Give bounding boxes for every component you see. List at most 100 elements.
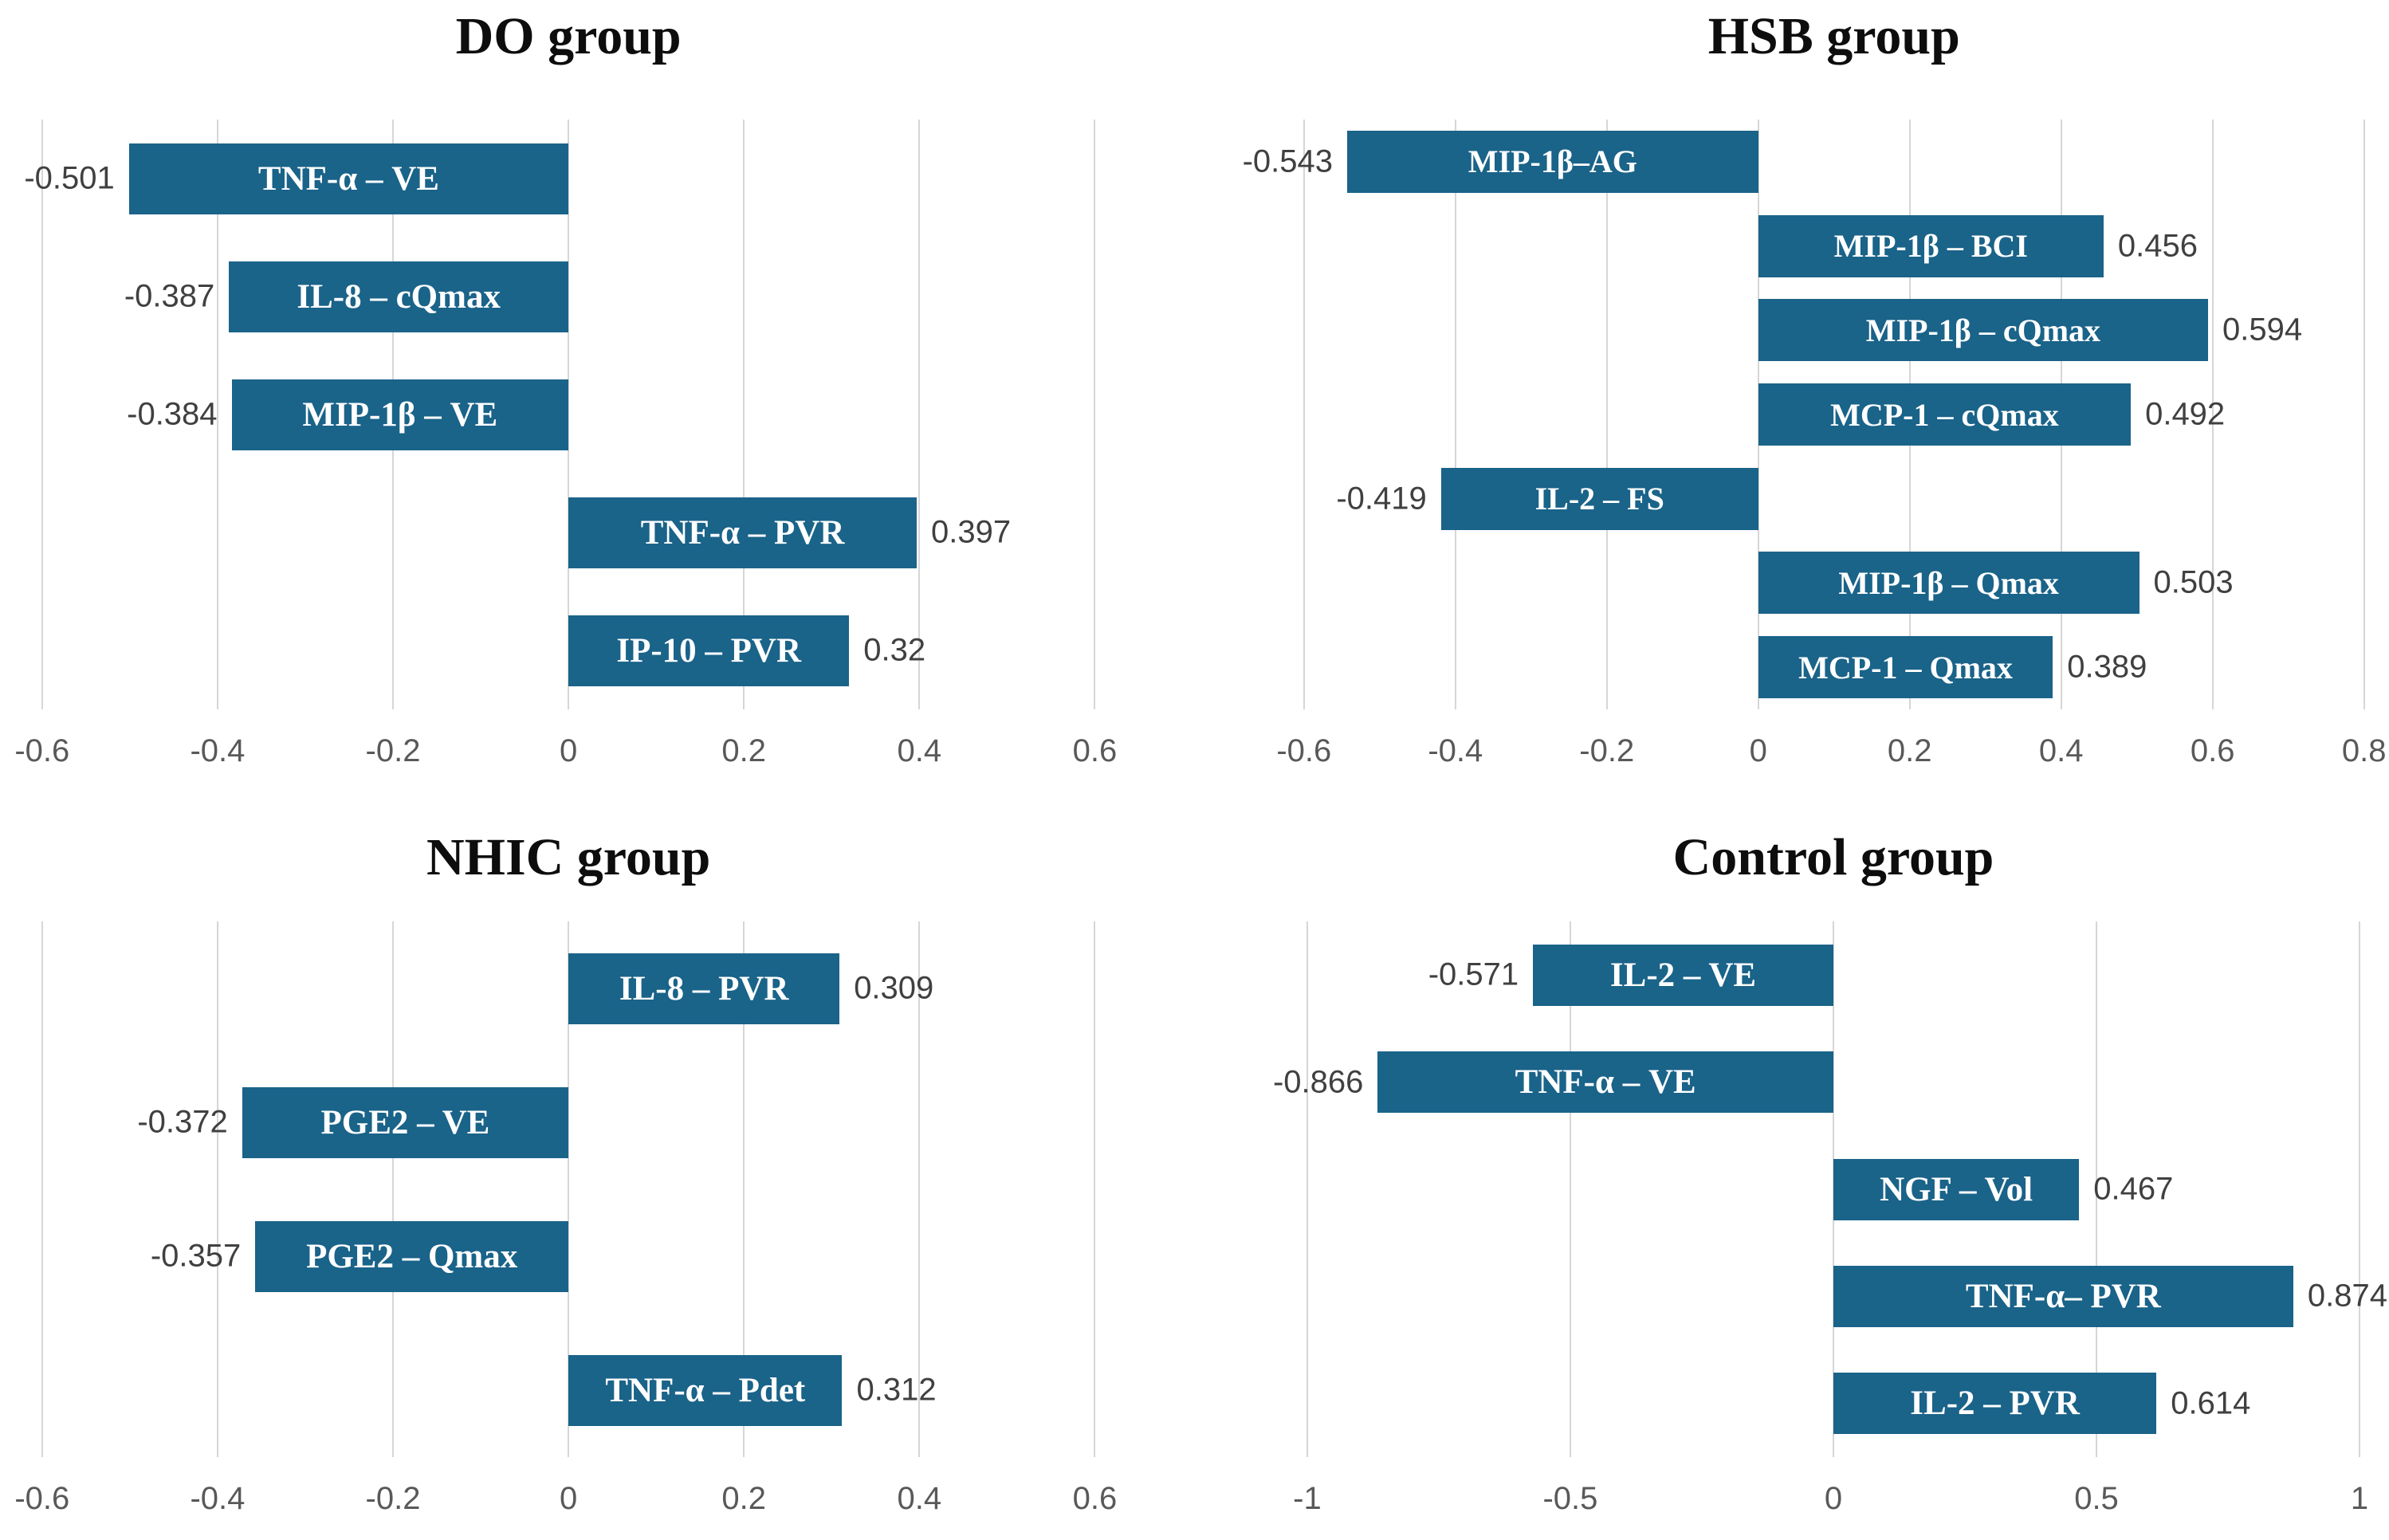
bar-label: IL-2 – FS — [1534, 481, 1664, 517]
plot-area: IL-2 – VE -0.571 TNF-α – VE -0.866 NGF – Vol… — [1196, 921, 2389, 1457]
bar-pge2-qmax: PGE2 – Qmax — [255, 1220, 569, 1292]
gridline — [2363, 120, 2365, 709]
x-tick-label: -1 — [1293, 1481, 1322, 1516]
bar-value-label: 0.309 — [854, 970, 934, 1006]
bar-label: IP-10 – PVR — [616, 631, 802, 670]
bar-label: MCP-1 – Qmax — [1798, 649, 2013, 686]
bar-mip-1-ag: MIP-1β–AG — [1346, 130, 1758, 193]
x-tick-label: 0.2 — [1887, 733, 1932, 768]
gridline — [743, 921, 745, 1457]
x-tick-label: 0.5 — [2074, 1481, 2119, 1516]
bar-value-label: 0.614 — [2171, 1385, 2251, 1421]
x-tick-label: -0.4 — [190, 733, 246, 768]
bar-label: TNF-α – VE — [257, 159, 439, 198]
bar-value-label: -0.384 — [127, 396, 218, 432]
bar-ip-10-pvr: IP-10 – PVR — [568, 615, 850, 686]
x-tick-label: -0.2 — [365, 733, 421, 768]
bar-il-2-pvr: IL-2 – PVR — [1833, 1373, 2157, 1435]
bar-tnf-pvr: TNF-α – PVR — [568, 497, 917, 568]
bar-value-label: 0.594 — [2222, 312, 2303, 348]
x-tick-label: 0.2 — [721, 1481, 767, 1516]
gridline — [41, 120, 43, 709]
x-tick-label: 1 — [2350, 1481, 2369, 1516]
x-tick-label: 0.2 — [721, 733, 767, 768]
gridline — [918, 120, 921, 709]
bar-value-label: -0.387 — [124, 278, 215, 314]
bar-value-label: 0.467 — [2093, 1171, 2174, 1207]
bar-label: IL-2 – VE — [1609, 956, 1757, 994]
gridline — [743, 120, 745, 709]
gridline — [568, 921, 570, 1457]
gridline — [1094, 921, 1096, 1457]
x-tick-label: -0.6 — [14, 1481, 70, 1516]
x-tick-label: 0 — [560, 1481, 578, 1516]
bar-ngf-vol: NGF – Vol — [1833, 1158, 2080, 1220]
bar-value-label: -0.543 — [1242, 143, 1333, 179]
panel-control-group: Control group IL-2 – VE -0.571 TNF-α – VE -0… — [1196, 770, 2389, 1540]
x-tick-label: -0.6 — [1276, 733, 1332, 768]
bar-value-label: 0.874 — [2307, 1278, 2387, 1314]
panel-title: DO group — [455, 7, 682, 65]
plot-area: IL-8 – PVR 0.309 PGE2 – VE -0.372 PGE2 – Qma… — [0, 921, 1196, 1457]
bar-label: IL-8 – PVR — [619, 969, 789, 1008]
x-tick-label: -0.4 — [1428, 733, 1483, 768]
bar-pge2-ve: PGE2 – VE — [242, 1086, 569, 1158]
bar-value-label: 0.456 — [2117, 228, 2198, 264]
panel-title: NHIC group — [426, 828, 711, 886]
panel-hsb-group: HSB group MIP-1β–AG -0.543 MIP-1β – BCI 0.45… — [1196, 0, 2389, 770]
x-tick-label: -0.4 — [190, 1481, 246, 1516]
x-tick-label: 0 — [1749, 733, 1767, 768]
bar-mcp-1-cqmax: MCP-1 – cQmax — [1758, 383, 2132, 446]
bar-value-label: -0.419 — [1336, 481, 1427, 517]
bar-label: IL-2 – PVR — [1910, 1385, 2080, 1423]
bar-mip-1-qmax: MIP-1β – Qmax — [1758, 552, 2139, 615]
gridline — [918, 921, 921, 1457]
bar-value-label: 0.389 — [2067, 649, 2147, 685]
bar-value-label: 0.397 — [931, 514, 1012, 550]
bar-il-2-fs: IL-2 – FS — [1440, 467, 1758, 530]
x-tick-label: 0 — [560, 733, 578, 768]
plot-area: MIP-1β–AG -0.543 MIP-1β – BCI 0.456 MIP-1β –… — [1196, 120, 2389, 709]
bar-label: MIP-1β – Qmax — [1838, 564, 2059, 601]
gridline — [1569, 921, 1571, 1457]
bar-label: PGE2 – Qmax — [306, 1237, 518, 1275]
bar-label: MIP-1β – VE — [302, 395, 498, 434]
panel-do-group: DO group TNF-α – VE -0.501 IL-8 – cQmax -0.3… — [0, 0, 1196, 770]
bar-value-label: 0.32 — [863, 632, 926, 668]
bar-il-8-pvr: IL-8 – PVR — [568, 953, 840, 1024]
gridline — [1306, 921, 1308, 1457]
gridline — [2359, 921, 2361, 1457]
bar-tnf-ve: TNF-α – VE — [128, 143, 569, 214]
bar-value-label: 0.503 — [2153, 564, 2234, 600]
x-tick-label: 0 — [1824, 1481, 1843, 1516]
bar-label: TNF-α – Pdet — [605, 1371, 806, 1409]
bar-value-label: -0.571 — [1428, 957, 1519, 992]
plot-area: TNF-α – VE -0.501 IL-8 – cQmax -0.387 MIP-1β… — [0, 120, 1196, 709]
bar-mcp-1-qmax: MCP-1 – Qmax — [1758, 636, 2053, 699]
panel-title: Control group — [1672, 828, 1994, 886]
bar-value-label: -0.357 — [150, 1238, 242, 1274]
bar-label: TNF-α – PVR — [640, 513, 845, 552]
bar-value-label: 0.492 — [2145, 396, 2226, 432]
bar-label: MIP-1β – cQmax — [1865, 312, 2101, 348]
bar-label: TNF-α – VE — [1515, 1063, 1696, 1102]
x-tick-label: 0.6 — [1072, 733, 1118, 768]
bar-value-label: 0.312 — [856, 1372, 937, 1408]
x-tick-label: 0.6 — [1072, 1481, 1118, 1516]
bar-value-label: -0.372 — [137, 1104, 228, 1140]
bar-mip-1-cqmax: MIP-1β – cQmax — [1758, 299, 2208, 362]
bar-tnf-ve: TNF-α – VE — [1377, 1051, 1833, 1114]
gridline — [216, 921, 218, 1457]
panel-title: HSB group — [1707, 7, 1960, 65]
gridline — [2211, 120, 2214, 709]
gridline — [1454, 120, 1456, 709]
panel-nhic-group: NHIC group IL-8 – PVR 0.309 PGE2 – VE -0.372… — [0, 770, 1196, 1540]
x-tick-label: 0.4 — [897, 1481, 942, 1516]
gridline — [1303, 120, 1305, 709]
gridline — [1094, 120, 1096, 709]
bar-label: PGE2 – VE — [320, 1103, 490, 1141]
x-tick-label: -0.2 — [365, 1481, 421, 1516]
bar-label: IL-8 – cQmax — [297, 277, 501, 316]
bar-label: MIP-1β – BCI — [1833, 228, 2028, 265]
